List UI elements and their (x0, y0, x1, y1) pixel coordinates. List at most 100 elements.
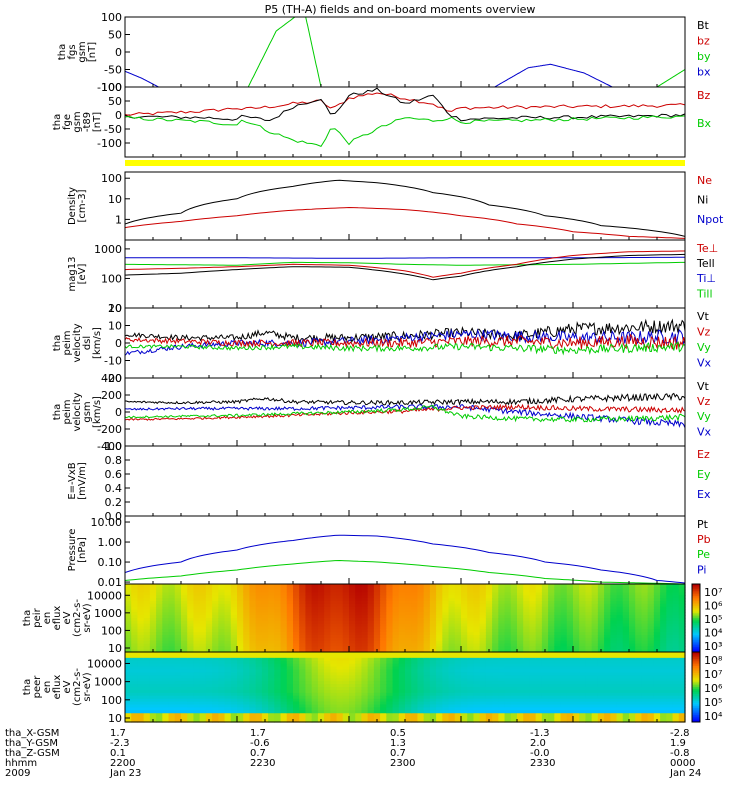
heatmap-cell (672, 716, 680, 720)
heatmap-cell (336, 689, 344, 694)
heatmap-cell (342, 716, 350, 720)
heatmap-cell (504, 609, 512, 613)
heatmap-cell (591, 592, 599, 596)
heatmap-cell (672, 672, 680, 676)
heatmap-cell (212, 649, 219, 653)
heatmap-cell (392, 649, 400, 653)
heatmap-cell (604, 681, 611, 685)
heatmap-cell (261, 689, 269, 694)
heatmap-cell (504, 666, 512, 671)
heatmap-cell (181, 716, 188, 720)
heatmap-cell (647, 666, 655, 671)
heatmap-cell (230, 657, 238, 662)
heatmap-cell (429, 640, 437, 645)
heatmap-cell (585, 701, 593, 706)
heatmap-cell (523, 660, 531, 665)
heatmap-cell (293, 672, 300, 676)
heatmap-cell (355, 716, 363, 720)
heatmap-cell (380, 623, 387, 628)
heatmap-cell (249, 589, 257, 594)
heatmap-cell (604, 589, 611, 594)
heatmap-cell (653, 646, 661, 650)
heatmap-cell (405, 635, 412, 639)
heatmap-cell (597, 592, 605, 596)
heatmap-cell (672, 707, 680, 711)
heatmap-cell (224, 675, 232, 679)
heatmap-cell (436, 698, 443, 703)
heatmap-cell (280, 689, 288, 694)
heatmap-cell (162, 603, 170, 608)
heatmap-cell (579, 586, 587, 591)
heatmap-cell (653, 684, 661, 688)
heatmap-cell (479, 675, 487, 679)
heatmap-cell (137, 623, 145, 628)
heatmap-cell (143, 666, 151, 671)
heatmap-cell (672, 646, 680, 650)
heatmap-cell (660, 710, 667, 714)
heatmap-cell (492, 643, 499, 647)
heatmap-cell (324, 649, 331, 653)
heatmap-cell (261, 681, 269, 685)
heatmap-cell (473, 629, 481, 633)
colorbar-segment (692, 650, 700, 653)
heatmap-cell (585, 689, 593, 694)
y-tick-label: 100 (101, 11, 122, 24)
heatmap-cell (392, 589, 400, 594)
heatmap-cell (305, 707, 313, 711)
heatmap-cell (392, 601, 400, 605)
heatmap-cell (635, 666, 643, 671)
heatmap-cell (305, 652, 313, 656)
heatmap-cell (411, 626, 419, 630)
heatmap-cell (392, 698, 400, 703)
heatmap-cell (535, 589, 543, 594)
heatmap-cell (380, 601, 387, 605)
heatmap-cell (573, 589, 580, 594)
colorbar-segment (692, 704, 700, 707)
heatmap-cell (535, 603, 543, 608)
heatmap-cell (156, 598, 163, 602)
heatmap-cell (492, 649, 499, 653)
heatmap-cell (653, 637, 661, 642)
heatmap-cell (181, 618, 188, 622)
heatmap-cell (174, 707, 182, 711)
heatmap-cell (293, 649, 300, 653)
heatmap-cell (199, 692, 207, 697)
heatmap-cell (199, 675, 207, 679)
heatmap-cell (268, 707, 275, 711)
heatmap-cell (330, 660, 338, 665)
heatmap-cell (380, 606, 387, 611)
heatmap-cell (336, 649, 344, 653)
heatmap-cell (311, 704, 319, 709)
heatmap-cell (429, 675, 437, 679)
heatmap-cell (181, 606, 188, 611)
heatmap-cell (622, 603, 630, 608)
heatmap-cell (293, 606, 300, 611)
heatmap-cell (585, 615, 593, 619)
heatmap-cell (541, 675, 549, 679)
heatmap-cell (442, 660, 450, 665)
heatmap-cell (305, 719, 313, 723)
heatmap-cell (504, 660, 512, 665)
heatmap-cell (373, 629, 381, 633)
heatmap-cell (143, 601, 151, 605)
heatmap-cell (367, 606, 375, 611)
heatmap-cell (293, 701, 300, 706)
y-axis-label-line: velocity (72, 323, 83, 362)
legend-entry: Pt (697, 518, 709, 531)
heatmap-cell (174, 649, 182, 653)
heatmap-cell (429, 609, 437, 613)
heatmap-cell (218, 689, 226, 694)
heatmap-cell (622, 643, 630, 647)
heatmap-cell (280, 654, 288, 659)
heatmap-cell (373, 635, 381, 639)
heatmap-cell (243, 716, 251, 720)
heatmap-cell (386, 675, 394, 679)
heatmap-cell (137, 601, 145, 605)
heatmap-cell (243, 649, 251, 653)
heatmap-cell (517, 615, 524, 619)
heatmap-cell (137, 649, 145, 653)
ephemeris-value: 2.0 (530, 738, 546, 749)
heatmap-cell (405, 623, 412, 628)
heatmap-cell (585, 654, 593, 659)
heatmap-cell (641, 681, 649, 685)
